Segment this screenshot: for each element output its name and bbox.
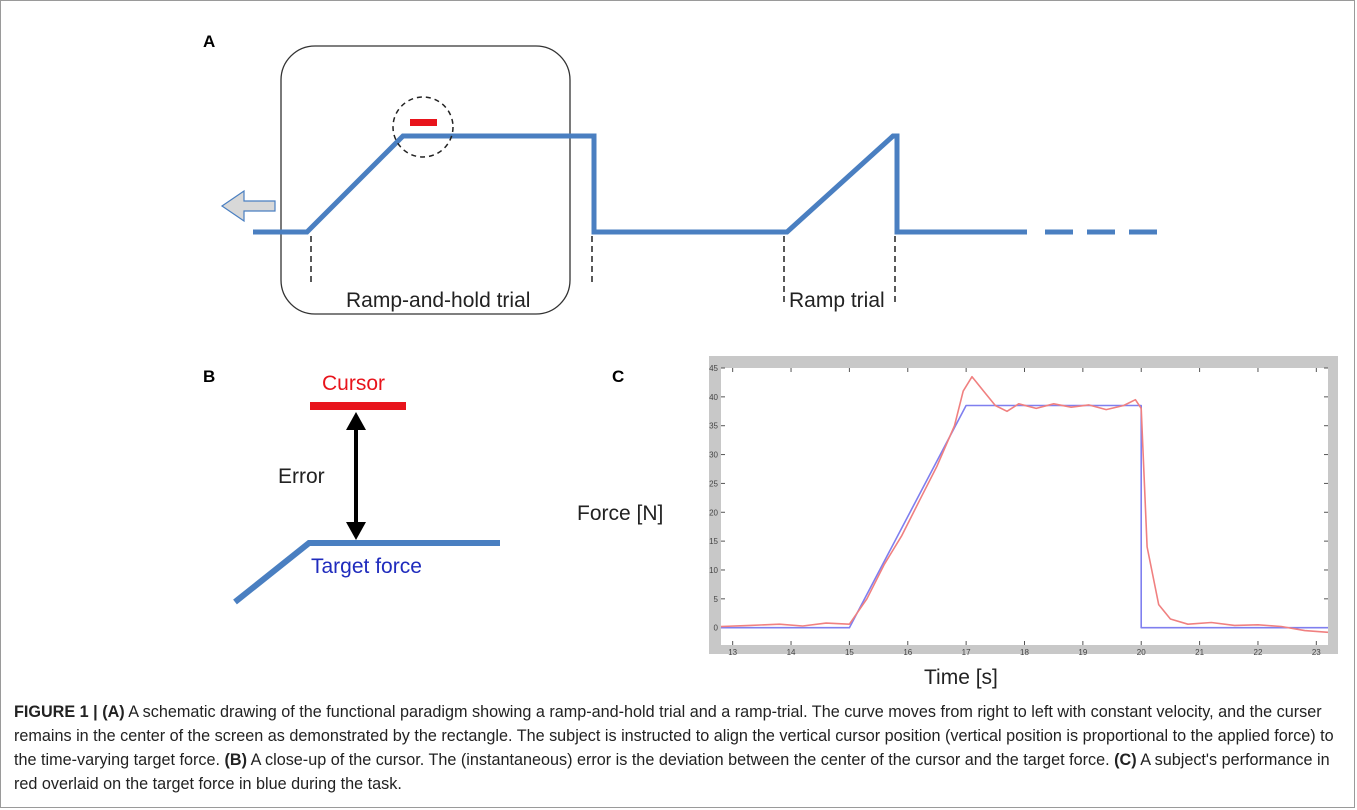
left-arrow-icon bbox=[220, 189, 276, 223]
target-force-curve bbox=[253, 133, 1027, 235]
y-axis-label: Force [N] bbox=[577, 502, 663, 525]
x-tick-label: 18 bbox=[1020, 648, 1029, 657]
cursor-marker bbox=[410, 119, 437, 126]
target-force-line bbox=[233, 540, 500, 605]
x-axis-label: Time [s] bbox=[924, 666, 998, 689]
caption-c-label: (C) bbox=[1114, 751, 1137, 769]
x-tick-label: 19 bbox=[1078, 648, 1087, 657]
y-tick-label: 10 bbox=[709, 566, 718, 575]
figure-caption: FIGURE 1 | (A) A schematic drawing of th… bbox=[14, 700, 1339, 796]
x-tick-label: 15 bbox=[845, 648, 854, 657]
plot-area bbox=[721, 368, 1328, 645]
target-force-series bbox=[721, 404, 1328, 629]
ramp-and-hold-label: Ramp-and-hold trial bbox=[346, 289, 530, 312]
x-tick-label: 23 bbox=[1312, 648, 1321, 657]
panel-a: Ramp-and-hold trial Ramp trial bbox=[220, 45, 1170, 315]
error-label: Error bbox=[278, 465, 325, 488]
cursor-label: Cursor bbox=[322, 372, 385, 395]
chart-layer: 13 14 15 16 17 18 19 20 21 22 23 0 5 10 15 20 25 30 35 40 45 bbox=[709, 364, 1329, 657]
caption-b-label: (B) bbox=[224, 751, 248, 769]
panel-c: 13 14 15 16 17 18 19 20 21 22 23 0 5 10 15 20 25 30 35 40 45… bbox=[577, 356, 1338, 689]
caption-a-text: A schematic drawing of the functional pa… bbox=[14, 703, 1334, 769]
y-tick-label: 25 bbox=[709, 479, 718, 488]
x-tick-label: 17 bbox=[962, 648, 971, 657]
panel-letter-c: C bbox=[612, 367, 624, 386]
y-tick-label: 30 bbox=[709, 451, 718, 460]
y-tick-label: 35 bbox=[709, 422, 718, 431]
y-tick-label: 15 bbox=[709, 537, 718, 546]
x-tick-label: 20 bbox=[1137, 648, 1146, 657]
panel-b: Cursor Error Target force bbox=[233, 372, 500, 605]
error-arrow-down-icon bbox=[346, 522, 366, 540]
y-tick-label: 45 bbox=[709, 364, 718, 373]
caption-b-text: A close-up of the cursor. The (instantan… bbox=[247, 751, 1115, 769]
caption-a-label: (A) bbox=[102, 703, 125, 721]
y-tick-label: 40 bbox=[709, 393, 718, 402]
y-tick-label: 0 bbox=[714, 624, 719, 633]
figure-graphics: A B C Ramp-and-hold trial Ramp trial Cur… bbox=[203, 32, 1338, 689]
panel-letter-b: B bbox=[203, 367, 215, 386]
subject-performance-series bbox=[720, 375, 1329, 634]
screen-rectangle bbox=[280, 45, 571, 315]
y-tick-label: 20 bbox=[709, 508, 718, 517]
error-arrow-up-icon bbox=[346, 412, 366, 430]
x-tick-label: 14 bbox=[787, 648, 796, 657]
target-force-label: Target force bbox=[311, 555, 422, 578]
panel-letter-a: A bbox=[203, 32, 215, 51]
y-tick-label: 5 bbox=[714, 595, 719, 604]
x-tick-label: 16 bbox=[903, 648, 912, 657]
cursor-bar bbox=[310, 402, 406, 410]
cursor-highlight-circle bbox=[392, 96, 454, 158]
ramp-label: Ramp trial bbox=[789, 289, 885, 312]
figure-label: FIGURE 1 | bbox=[14, 703, 98, 721]
x-tick-label: 22 bbox=[1254, 648, 1263, 657]
x-tick-label: 13 bbox=[728, 648, 737, 657]
x-tick-label: 21 bbox=[1195, 648, 1204, 657]
caption-c-text: A subject's performance in red overlaid … bbox=[14, 751, 1330, 793]
